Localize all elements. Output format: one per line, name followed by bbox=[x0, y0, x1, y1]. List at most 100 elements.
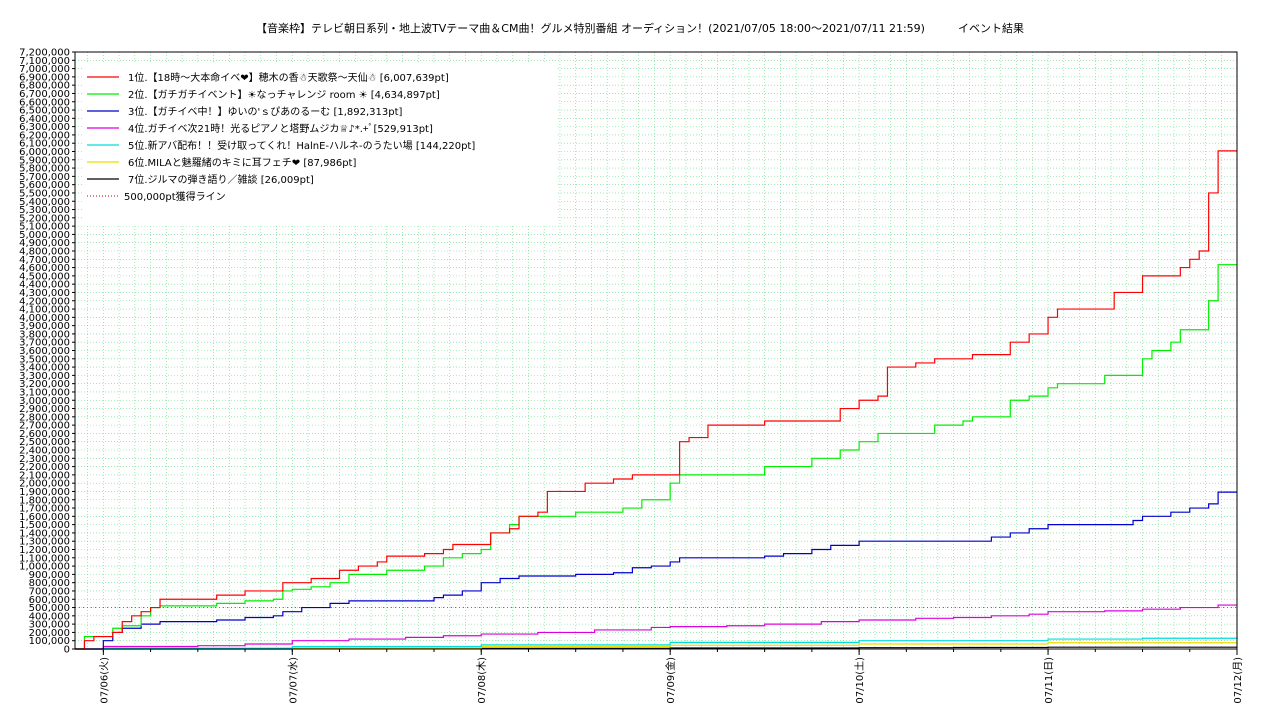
y-tick-label: 5,600,000 bbox=[19, 180, 70, 191]
y-tick-label: 4,600,000 bbox=[19, 263, 70, 274]
y-tick-label: 6,500,000 bbox=[19, 106, 70, 117]
legend-box bbox=[82, 64, 556, 226]
y-tick-label: 1,200,000 bbox=[19, 545, 70, 556]
y-tick-label: 1,800,000 bbox=[19, 495, 70, 506]
y-tick-label: 7,100,000 bbox=[19, 56, 70, 67]
legend-entry: 7位.ジルマの弾き語り／雑談 [26,009pt] bbox=[128, 173, 314, 186]
y-tick-label: 6,800,000 bbox=[19, 81, 70, 92]
legend-entry: 6位.MILAと魅羅緒のキミに耳フェチ❤ [87,986pt] bbox=[128, 156, 356, 169]
y-tick-label: 6,200,000 bbox=[19, 130, 70, 141]
y-tick-label: 4,500,000 bbox=[19, 271, 70, 282]
legend-entry: 5位.新アバ配布！！受け取ってくれ！HalnE-ハルネ-のうたい場 [144,2… bbox=[128, 139, 475, 152]
y-tick-label: 100,000 bbox=[29, 636, 70, 647]
y-tick-label: 700,000 bbox=[29, 586, 70, 597]
y-tick-label: 5,700,000 bbox=[19, 172, 70, 183]
y-tick-label: 900,000 bbox=[29, 570, 70, 581]
y-tick-label: 3,900,000 bbox=[19, 321, 70, 332]
chart-title: 【音楽枠】テレビ朝日系列・地上波TVテーマ曲＆CM曲！グルメ特別番組 オーディシ… bbox=[256, 22, 1024, 35]
y-tick-label: 7,200,000 bbox=[19, 48, 70, 59]
y-tick-label: 6,300,000 bbox=[19, 122, 70, 133]
y-tick-label: 4,800,000 bbox=[19, 247, 70, 258]
y-tick-label: 2,500,000 bbox=[19, 437, 70, 448]
x-tick-label: 07/06(火) bbox=[98, 657, 110, 704]
y-tick-label: 6,400,000 bbox=[19, 114, 70, 125]
y-tick-label: 5,300,000 bbox=[19, 205, 70, 216]
y-axis: 0100,000200,000300,000400,000500,000600,… bbox=[19, 48, 75, 656]
y-tick-label: 3,600,000 bbox=[19, 346, 70, 357]
y-tick-label: 2,400,000 bbox=[19, 446, 70, 457]
y-tick-label: 3,700,000 bbox=[19, 338, 70, 349]
y-tick-label: 4,400,000 bbox=[19, 280, 70, 291]
y-tick-label: 800,000 bbox=[29, 578, 70, 589]
y-tick-label: 3,400,000 bbox=[19, 363, 70, 374]
y-tick-label: 400,000 bbox=[29, 611, 70, 622]
y-tick-label: 1,700,000 bbox=[19, 504, 70, 515]
y-tick-label: 6,900,000 bbox=[19, 72, 70, 83]
x-tick-label: 07/09(金) bbox=[664, 657, 677, 704]
series-line-1 bbox=[75, 150, 1237, 650]
series-line-3 bbox=[75, 491, 1237, 650]
legend-entry: 2位.【ガチガチイベント】☀なっチャレンジ room ☀ [4,634,897p… bbox=[128, 88, 440, 101]
y-tick-label: 2,200,000 bbox=[19, 462, 70, 473]
y-tick-label: 7,000,000 bbox=[19, 64, 70, 75]
y-tick-label: 2,900,000 bbox=[19, 404, 70, 415]
y-tick-label: 4,700,000 bbox=[19, 255, 70, 266]
y-tick-label: 3,500,000 bbox=[19, 354, 70, 365]
y-tick-label: 1,600,000 bbox=[19, 512, 70, 523]
y-tick-label: 4,200,000 bbox=[19, 296, 70, 307]
y-tick-label: 2,300,000 bbox=[19, 454, 70, 465]
legend-entry: 1位.【18時〜大本命イベ❤】穂木の香☃天歌祭〜天仙☃ [6,007,639pt… bbox=[128, 71, 449, 84]
y-tick-label: 300,000 bbox=[29, 620, 70, 631]
y-tick-label: 4,000,000 bbox=[19, 313, 70, 324]
x-tick-label: 07/12(月) bbox=[1232, 657, 1244, 704]
y-tick-label: 1,500,000 bbox=[19, 520, 70, 531]
y-tick-label: 2,000,000 bbox=[19, 479, 70, 490]
y-tick-label: 500,000 bbox=[29, 603, 70, 614]
y-tick-label: 3,100,000 bbox=[19, 387, 70, 398]
legend-entry: 500,000pt獲得ライン bbox=[124, 190, 226, 203]
y-tick-label: 6,000,000 bbox=[19, 147, 70, 158]
y-tick-label: 6,100,000 bbox=[19, 139, 70, 150]
y-tick-label: 5,000,000 bbox=[19, 230, 70, 241]
y-tick-label: 0 bbox=[64, 645, 70, 656]
y-tick-label: 2,700,000 bbox=[19, 421, 70, 432]
y-tick-label: 5,800,000 bbox=[19, 164, 70, 175]
y-tick-label: 4,900,000 bbox=[19, 238, 70, 249]
x-tick-label: 07/08(木) bbox=[476, 657, 488, 704]
series-line-2 bbox=[75, 264, 1237, 650]
legend: 1位.【18時〜大本命イベ❤】穂木の香☃天歌祭〜天仙☃ [6,007,639pt… bbox=[82, 64, 556, 226]
series-line-4 bbox=[75, 604, 1237, 650]
y-tick-label: 600,000 bbox=[29, 595, 70, 606]
y-tick-label: 3,300,000 bbox=[19, 371, 70, 382]
y-tick-label: 4,300,000 bbox=[19, 288, 70, 299]
x-tick-label: 07/07(水) bbox=[287, 657, 299, 704]
y-tick-label: 5,100,000 bbox=[19, 222, 70, 233]
y-tick-label: 1,000,000 bbox=[19, 562, 70, 573]
y-tick-label: 6,600,000 bbox=[19, 97, 70, 108]
y-tick-label: 3,800,000 bbox=[19, 329, 70, 340]
y-tick-label: 1,400,000 bbox=[19, 528, 70, 539]
y-tick-label: 2,100,000 bbox=[19, 470, 70, 481]
y-tick-label: 5,500,000 bbox=[19, 188, 70, 199]
y-tick-label: 200,000 bbox=[29, 628, 70, 639]
y-tick-label: 4,100,000 bbox=[19, 305, 70, 316]
y-tick-label: 2,800,000 bbox=[19, 412, 70, 423]
y-tick-label: 1,300,000 bbox=[19, 537, 70, 548]
y-tick-label: 1,100,000 bbox=[19, 553, 70, 564]
series-line-5 bbox=[75, 637, 1238, 650]
y-tick-label: 6,700,000 bbox=[19, 89, 70, 100]
x-tick-label: 07/10(土) bbox=[853, 657, 866, 704]
y-tick-label: 5,900,000 bbox=[19, 155, 70, 166]
legend-entry: 4位.ガチイベ次21時！光るピアノと塔野ムジカ♕♪*.+ﾟ[529,913pt] bbox=[128, 122, 433, 135]
y-tick-label: 5,200,000 bbox=[19, 213, 70, 224]
plot-frame bbox=[74, 51, 1238, 650]
legend-entry: 3位.【ガチイベ中！】ゆいの'ｓぴあのるーむ [1,892,313pt] bbox=[128, 105, 403, 118]
x-tick-label: 07/11(日) bbox=[1044, 657, 1055, 704]
y-tick-label: 3,200,000 bbox=[19, 379, 70, 390]
y-tick-label: 1,900,000 bbox=[19, 487, 70, 498]
x-axis: 07/06(火) 07/07(水) 07/08(木) 07/09(金) 07/10(土)… bbox=[98, 649, 1244, 704]
y-tick-label: 3,000,000 bbox=[19, 396, 70, 407]
y-tick-label: 2,600,000 bbox=[19, 429, 70, 440]
y-tick-label: 5,400,000 bbox=[19, 197, 70, 208]
